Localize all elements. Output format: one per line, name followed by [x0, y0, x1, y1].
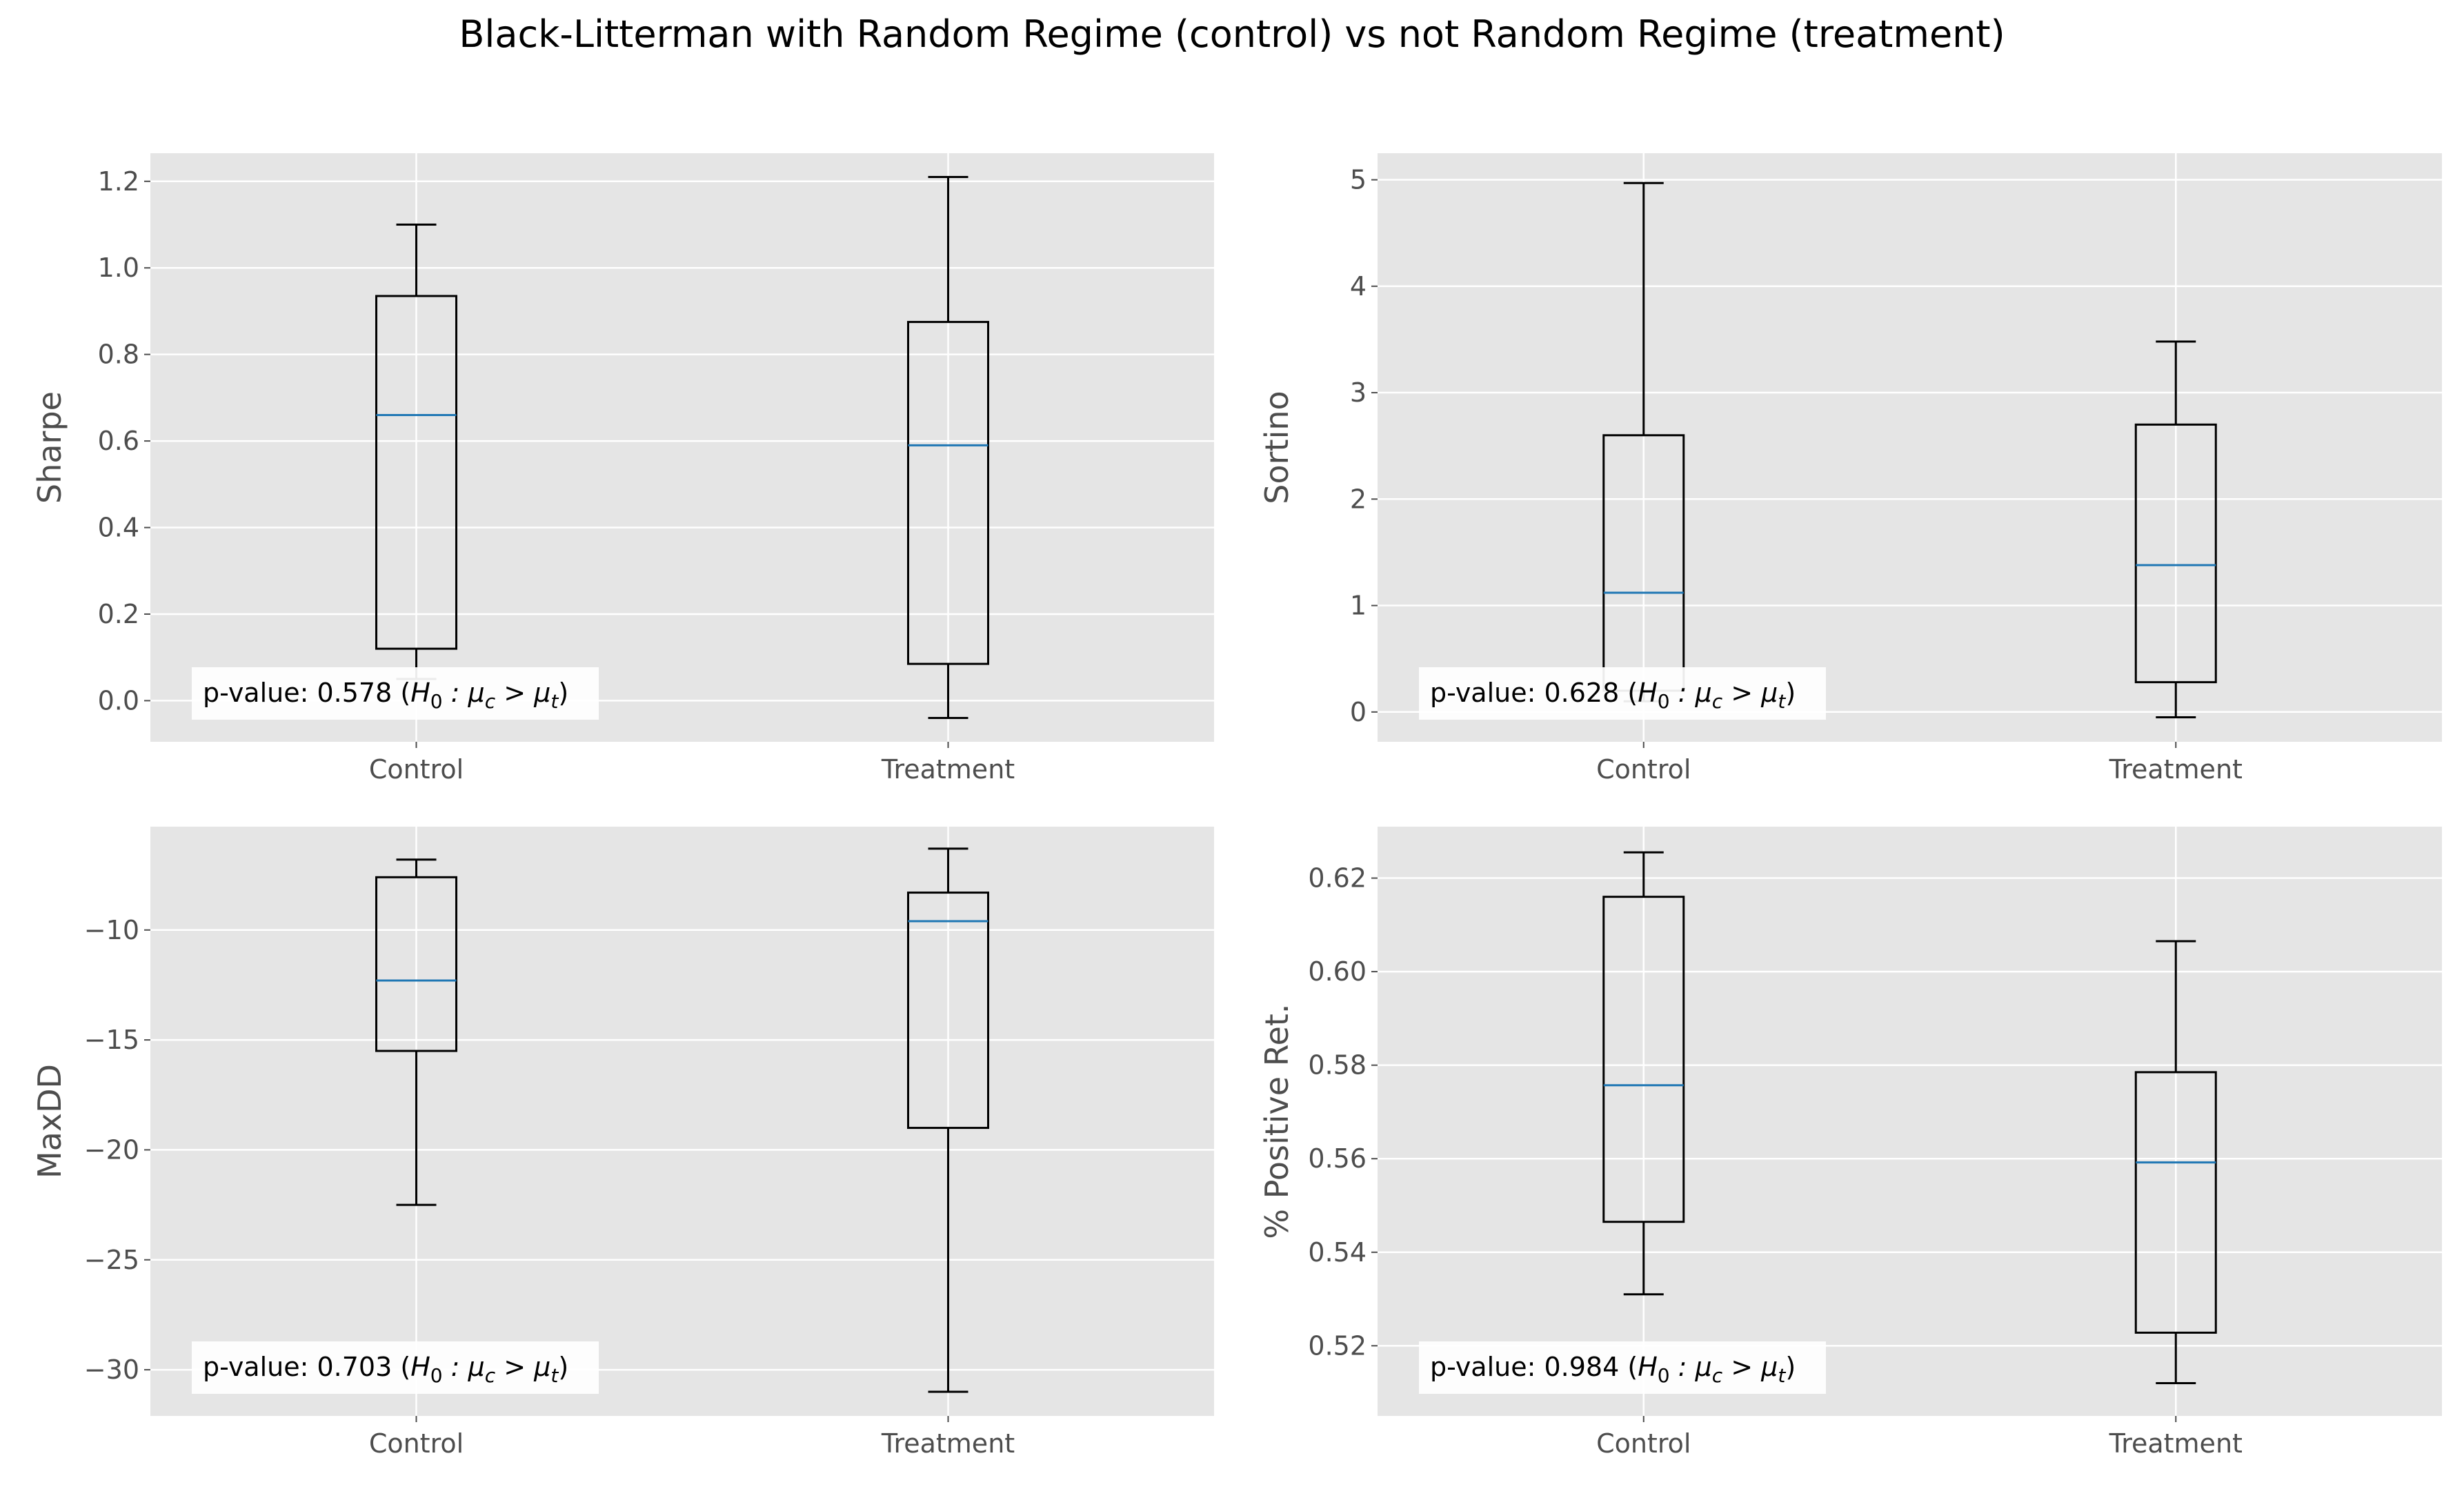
y-tick-label: −20: [84, 1134, 139, 1165]
y-tick-label: 2: [1350, 484, 1367, 514]
p-value-annotation: p-value: 0.628 (H0 : μc > μt): [1430, 678, 1796, 713]
y-tick-label: 0: [1350, 697, 1367, 727]
p-value-annotation: p-value: 0.578 (H0 : μc > μt): [203, 678, 568, 713]
box-treatment: [2134, 940, 2217, 1385]
subplot-1: 0.0 0.2 0.4 0.6 0.8 1.0 1.2 Control Treatment Sha…: [31, 153, 1214, 785]
y-tick-label: −30: [84, 1355, 139, 1385]
plot-area: [150, 153, 1214, 742]
y-tick-label: 0.8: [98, 339, 139, 370]
subplot-3: −30 −25 −20 −15 −10 Control Treatment MaxDD p-va…: [31, 827, 1214, 1459]
p-value-annotation: p-value: 0.984 (H0 : μc > μt): [1430, 1352, 1796, 1387]
y-tick-label: 0.58: [1308, 1050, 1367, 1081]
y-tick-label: 5: [1350, 165, 1367, 195]
y-tick-label: 1.0: [98, 253, 139, 283]
y-tick-label: 0.56: [1308, 1143, 1367, 1174]
y-tick-label: 0.6: [98, 426, 139, 456]
y-tick-label: 0.4: [98, 513, 139, 543]
y-tick-label: 1: [1350, 591, 1367, 621]
x-tick-label: Control: [369, 1428, 464, 1459]
y-tick-label: 1.2: [98, 166, 139, 197]
iqr-box: [907, 892, 989, 1130]
subplot-2: 0 1 2 3 4 5 Control Treatment Sortino p-value: 0.…: [1258, 153, 2442, 785]
plot-area: [1378, 153, 2442, 742]
y-tick-label: −10: [84, 915, 139, 945]
y-tick-label: 0.62: [1308, 863, 1367, 894]
x-tick-label: Control: [369, 754, 464, 785]
iqr-box: [1602, 896, 1685, 1223]
y-tick-label: −15: [84, 1025, 139, 1055]
y-tick-label: 0.60: [1308, 956, 1367, 987]
box-control: [1602, 851, 1685, 1296]
box-control: [375, 858, 457, 1206]
y-tick-label: 0.52: [1308, 1330, 1367, 1361]
y-axis-label: % Positive Ret.: [1258, 1003, 1295, 1239]
x-tick-label: Control: [1596, 754, 1691, 785]
plot-area: [150, 827, 1214, 1416]
subplot-4: 0.52 0.54 0.56 0.58 0.60 0.62 Control Treatment…: [1258, 827, 2442, 1459]
y-tick-label: 0.54: [1308, 1237, 1367, 1268]
y-tick-label: 3: [1350, 377, 1367, 408]
x-tick-label: Treatment: [2109, 754, 2243, 785]
box-treatment: [907, 175, 989, 720]
y-tick-label: 4: [1350, 271, 1367, 302]
iqr-box: [2134, 1071, 2217, 1334]
iqr-box: [375, 876, 457, 1052]
p-value-box: [192, 667, 599, 720]
chart-title: Black-Litterman with Random Regime (cont…: [459, 12, 2005, 56]
p-value-box: [1419, 667, 1826, 720]
box-treatment: [2134, 340, 2217, 719]
p-value-box: [1419, 1341, 1826, 1394]
y-tick-label: 0.0: [98, 685, 139, 716]
y-tick-label: −25: [84, 1245, 139, 1275]
y-axis-label: Sortino: [1258, 391, 1295, 504]
y-axis-label: MaxDD: [31, 1064, 68, 1179]
p-value-box: [192, 1341, 599, 1394]
iqr-box: [907, 321, 989, 665]
iqr-box: [2134, 423, 2217, 684]
x-tick-label: Treatment: [2109, 1428, 2243, 1459]
y-tick-label: 0.2: [98, 599, 139, 629]
iqr-box: [375, 295, 457, 650]
x-tick-label: Treatment: [881, 1428, 1015, 1459]
y-axis-label: Sharpe: [31, 391, 68, 504]
p-value-annotation: p-value: 0.703 (H0 : μc > μt): [203, 1352, 568, 1387]
box-treatment: [907, 847, 989, 1393]
plot-area: [1378, 827, 2442, 1416]
x-tick-label: Treatment: [881, 754, 1015, 785]
x-tick-label: Control: [1596, 1428, 1691, 1459]
